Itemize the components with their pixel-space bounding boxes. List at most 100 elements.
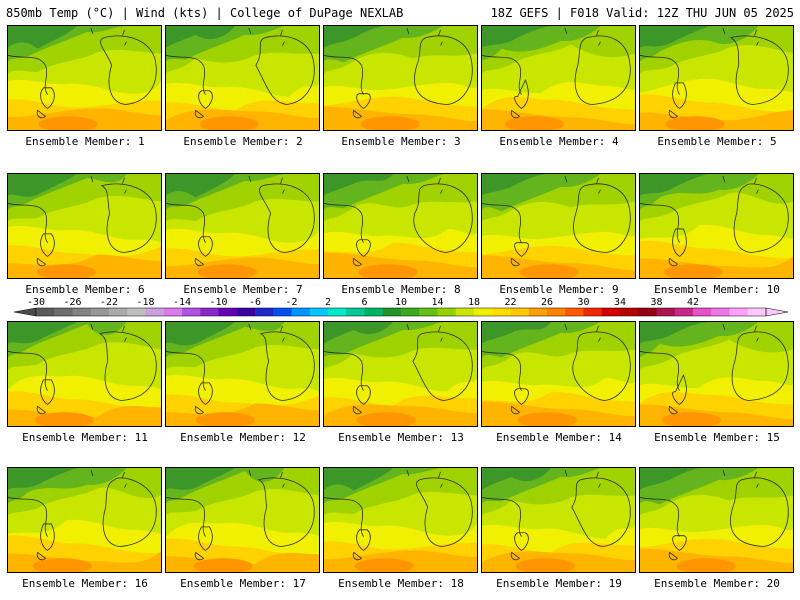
colorbar-segment: [54, 308, 73, 316]
colorbar-segment: [200, 308, 219, 316]
member-caption: Ensemble Member: 8: [341, 283, 461, 296]
colorbar-segment: [547, 308, 566, 316]
colorbar-segment: [309, 308, 329, 316]
member-caption: Ensemble Member: 15: [654, 431, 780, 444]
colorbar-max-arrow: [765, 307, 789, 317]
temperature-field-map: [324, 322, 477, 426]
colorbar-tick-label: 34: [613, 297, 627, 308]
colorbar-tick-label: -6: [248, 297, 262, 308]
temperature-field-map: [8, 322, 161, 426]
member-map-panel: [481, 467, 636, 573]
colorbar-segment: [127, 308, 146, 316]
colorbar-segment: [364, 308, 384, 316]
member-map-panel: [7, 25, 162, 131]
member-map-panel: [165, 467, 320, 573]
colorbar-tick-label: -14: [172, 297, 192, 308]
member-caption: Ensemble Member: 18: [338, 577, 464, 590]
colorbar-segment: [638, 308, 657, 316]
product-title: 850mb Temp (°C) | Wind (kts) | College o…: [6, 6, 404, 20]
valid-time: 18Z GEFS | F018 Valid: 12Z THU JUN 05 20…: [490, 6, 794, 20]
temperature-field-map: [324, 468, 477, 572]
colorbar-tick-label: -10: [209, 297, 228, 308]
member-map-panel: [7, 321, 162, 427]
member-caption: Ensemble Member: 10: [654, 283, 780, 296]
member-caption: Ensemble Member: 2: [183, 135, 303, 148]
member-map-panel: [323, 321, 478, 427]
colorbar-tick-label: 14: [431, 297, 444, 308]
member-map-panel: [639, 25, 794, 131]
member-map-panel: [7, 173, 162, 279]
member-caption: Ensemble Member: 20: [654, 577, 780, 590]
colorbar-segment: [346, 308, 365, 316]
colorbar-tick-label: 22: [504, 297, 517, 308]
member-map-panel: [481, 25, 636, 131]
temperature-field-map: [166, 468, 319, 572]
colorbar-tick-label: -22: [99, 297, 119, 308]
colorbar-segment: [693, 308, 712, 316]
member-caption: Ensemble Member: 12: [180, 431, 306, 444]
colorbar-segment: [455, 308, 475, 316]
colorbar-segment: [328, 308, 347, 316]
member-caption: Ensemble Member: 14: [496, 431, 622, 444]
colorbar-segment: [565, 308, 584, 316]
colorbar-segment: [401, 308, 420, 316]
member-map-panel: [165, 25, 320, 131]
colorbar-segment: [382, 308, 402, 316]
temperature-colorbar: [13, 307, 789, 317]
colorbar-segment: [437, 308, 457, 316]
colorbar-segment: [492, 308, 511, 316]
temperature-field-map: [482, 174, 635, 278]
member-map-panel: [323, 25, 478, 131]
member-caption: Ensemble Member: 6: [25, 283, 145, 296]
colorbar-tick-label: 30: [577, 297, 590, 308]
colorbar-tick-label: -26: [63, 297, 82, 308]
colorbar-tick-label: 26: [540, 297, 554, 308]
colorbar-segment: [419, 308, 438, 316]
colorbar-segment: [291, 308, 311, 316]
member-caption: Ensemble Member: 17: [180, 577, 306, 590]
colorbar-segment: [255, 308, 274, 316]
colorbar-tick-label: 10: [394, 297, 408, 308]
colorbar-segment: [601, 308, 621, 316]
colorbar-segment: [218, 308, 238, 316]
colorbar-segment: [747, 308, 767, 316]
colorbar-segment: [656, 308, 676, 316]
temperature-field-map: [8, 26, 161, 130]
colorbar-tick-label: -2: [285, 297, 298, 308]
member-map-panel: [481, 321, 636, 427]
member-caption: Ensemble Member: 4: [499, 135, 619, 148]
colorbar-segment: [90, 308, 110, 316]
colorbar-segment: [273, 308, 292, 316]
member-caption: Ensemble Member: 9: [499, 283, 619, 296]
temperature-field-map: [640, 174, 793, 278]
colorbar-segment: [163, 308, 183, 316]
member-caption: Ensemble Member: 11: [22, 431, 148, 444]
colorbar-tick-label: 6: [361, 297, 368, 308]
temperature-field-map: [8, 174, 161, 278]
colorbar-segment: [528, 308, 548, 316]
member-map-panel: [639, 173, 794, 279]
temperature-field-map: [8, 468, 161, 572]
temperature-field-map: [640, 322, 793, 426]
colorbar-segment: [620, 308, 639, 316]
colorbar-outline: [35, 307, 767, 317]
colorbar-tick-label: 42: [686, 297, 700, 308]
member-caption: Ensemble Member: 1: [25, 135, 145, 148]
colorbar-segment: [182, 308, 201, 316]
member-map-panel: [481, 173, 636, 279]
colorbar-segment: [583, 308, 603, 316]
member-caption: Ensemble Member: 16: [22, 577, 148, 590]
colorbar-tick-label: 38: [650, 297, 663, 308]
member-map-panel: [323, 173, 478, 279]
colorbar-segment: [474, 308, 493, 316]
temperature-field-map: [482, 468, 635, 572]
member-caption: Ensemble Member: 3: [341, 135, 461, 148]
colorbar-tick-label: 2: [324, 297, 332, 308]
member-caption: Ensemble Member: 7: [183, 283, 303, 296]
member-caption: Ensemble Member: 19: [496, 577, 622, 590]
temperature-field-map: [166, 322, 319, 426]
member-map-panel: [165, 173, 320, 279]
colorbar-tick-label: -30: [26, 297, 46, 308]
colorbar-segment: [72, 308, 92, 316]
temperature-field-map: [166, 174, 319, 278]
